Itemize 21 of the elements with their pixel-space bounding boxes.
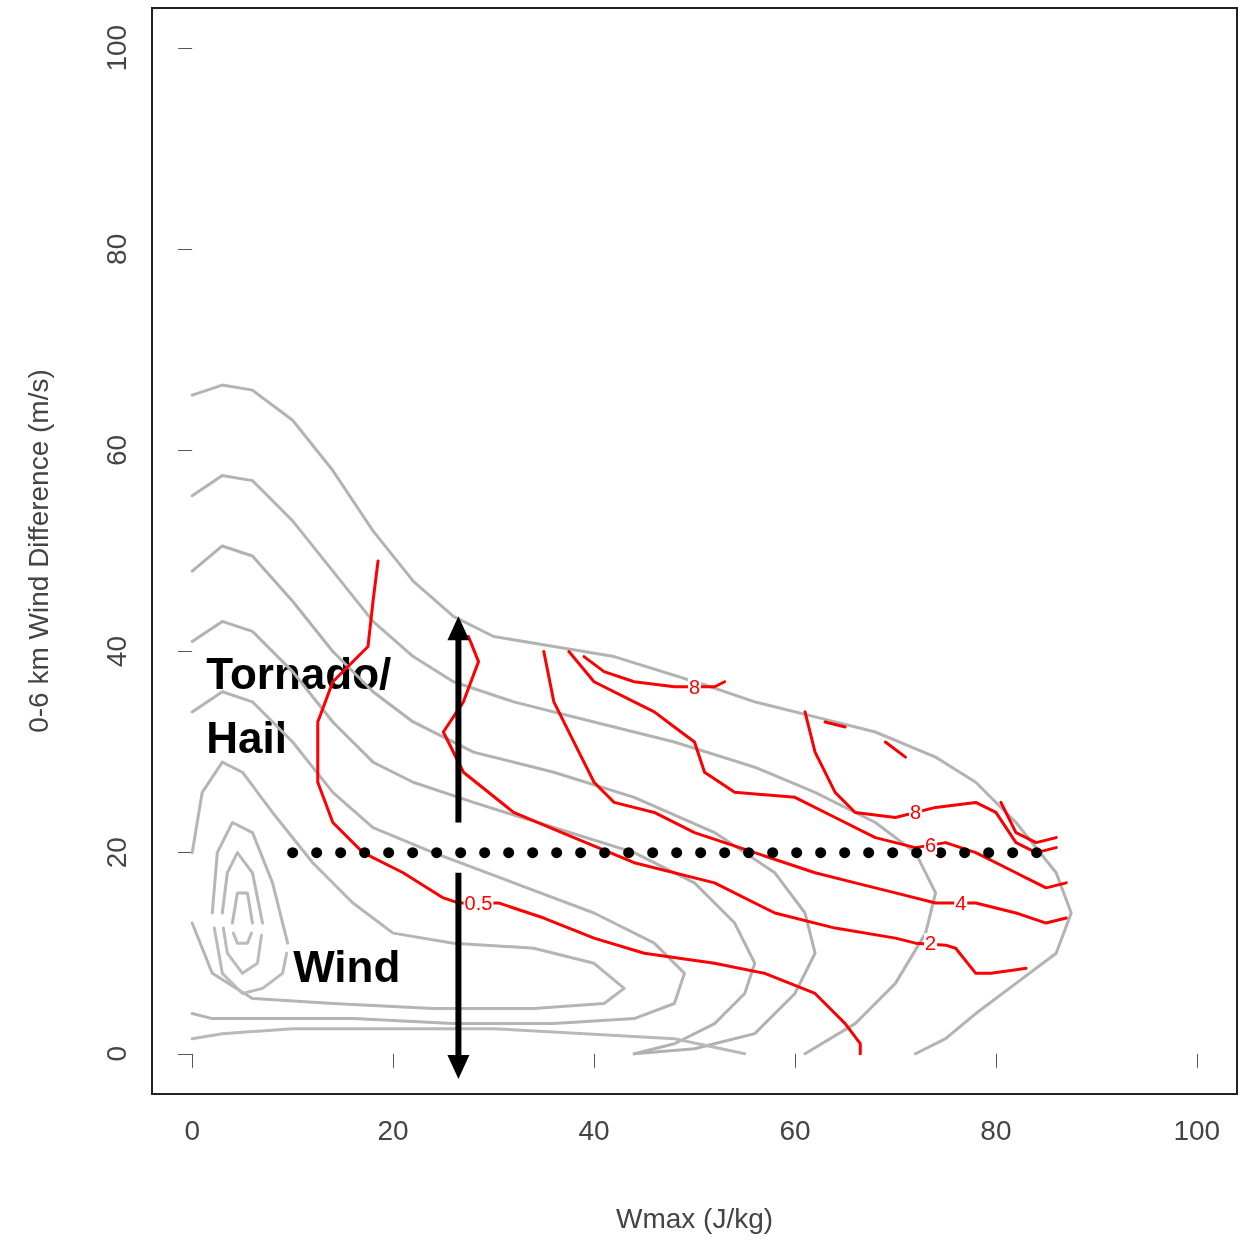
annotation: 8 xyxy=(909,801,922,824)
annotation: 4 xyxy=(955,891,967,914)
y-tick-label: 40 xyxy=(100,635,132,668)
y-axis-title: 0-6 km Wind Difference (m/s) xyxy=(22,369,54,733)
annotation: 8 xyxy=(688,675,701,698)
y-tick-label: 20 xyxy=(100,837,132,869)
x-tick-label: 80 xyxy=(980,1114,1012,1146)
x-axis-title: Wmax (J/kg) xyxy=(615,1202,774,1234)
y-tick-label: 0 xyxy=(100,1045,132,1062)
annotation: 6 xyxy=(925,833,937,856)
annotation: Wind xyxy=(293,942,401,992)
y-tick-label: 80 xyxy=(100,233,132,265)
x-tick-label: 0 xyxy=(184,1114,200,1146)
x-tick-label: 20 xyxy=(377,1114,409,1146)
x-tick-label: 60 xyxy=(779,1114,811,1146)
y-tick-label: 60 xyxy=(100,434,132,467)
x-tick-label: 100 xyxy=(1173,1114,1221,1146)
annotation: 2 xyxy=(925,932,937,955)
annotation: 0.5 xyxy=(464,891,493,914)
x-tick-label: 40 xyxy=(578,1114,610,1146)
y-tick-label: 100 xyxy=(100,24,132,72)
